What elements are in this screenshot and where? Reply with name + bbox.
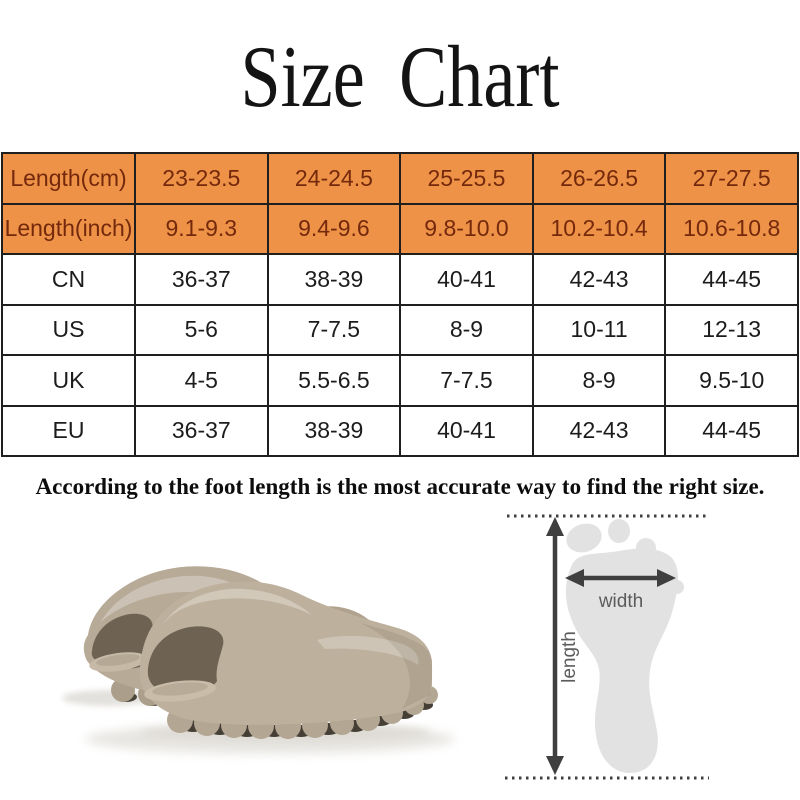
table-row-cn: CN 36-37 38-39 40-41 42-43 44-45 xyxy=(1,253,799,306)
table-row-length-inch: Length(inch) 9.1-9.3 9.4-9.6 9.8-10.0 10… xyxy=(1,202,799,255)
size-cell: 26-26.5 xyxy=(531,152,667,205)
table-row-eu: EU 36-37 38-39 40-41 42-43 44-45 xyxy=(1,404,799,457)
width-arrow xyxy=(565,569,676,587)
size-cell: 8-9 xyxy=(399,303,534,356)
size-cell: 44-45 xyxy=(664,253,799,306)
foot-measurement-diagram: width length xyxy=(505,514,709,780)
size-cell: 9.1-9.3 xyxy=(134,202,269,255)
width-label: width xyxy=(598,591,643,612)
footprint-shape xyxy=(565,519,684,773)
row-header-eu: EU xyxy=(1,404,136,457)
row-header-cn: CN xyxy=(1,253,136,306)
row-header-length-cm: Length(cm) xyxy=(1,152,136,205)
size-cell: 8-9 xyxy=(531,354,667,407)
length-arrow xyxy=(546,517,564,775)
length-label: length xyxy=(559,631,580,683)
row-header-us: US xyxy=(1,303,136,356)
size-cell: 38-39 xyxy=(266,404,402,457)
table-row-uk: UK 4-5 5.5-6.5 7-7.5 8-9 9.5-10 xyxy=(1,354,799,407)
size-cell: 25-25.5 xyxy=(399,152,534,205)
size-cell: 10.6-10.8 xyxy=(664,202,799,255)
size-cell: 42-43 xyxy=(531,404,667,457)
size-cell: 27-27.5 xyxy=(664,152,799,205)
size-cell: 9.5-10 xyxy=(664,354,799,407)
size-cell: 42-43 xyxy=(531,253,667,306)
row-header-length-inch: Length(inch) xyxy=(1,202,136,255)
size-cell: 10-11 xyxy=(531,303,667,356)
size-cell: 36-37 xyxy=(134,253,269,306)
size-cell: 9.8-10.0 xyxy=(399,202,534,255)
size-cell: 38-39 xyxy=(266,253,402,306)
size-cell: 36-37 xyxy=(134,404,269,457)
size-cell: 5.5-6.5 xyxy=(266,354,402,407)
table-row-us: US 5-6 7-7.5 8-9 10-11 12-13 xyxy=(1,303,799,356)
size-cell: 9.4-9.6 xyxy=(266,202,402,255)
size-cell: 7-7.5 xyxy=(399,354,534,407)
table-row-length-cm: Length(cm) 23-23.5 24-24.5 25-25.5 26-26… xyxy=(1,152,799,205)
size-cell: 44-45 xyxy=(664,404,799,457)
page-title: Size Chart xyxy=(240,29,560,126)
size-cell: 40-41 xyxy=(399,404,534,457)
size-cell: 7-7.5 xyxy=(266,303,402,356)
size-table: Length(cm) 23-23.5 24-24.5 25-25.5 26-26… xyxy=(1,152,799,457)
note-text: According to the foot length is the most… xyxy=(35,474,765,499)
size-cell: 5-6 xyxy=(134,303,269,356)
row-header-uk: UK xyxy=(1,354,136,407)
size-cell: 12-13 xyxy=(664,303,799,356)
size-cell: 40-41 xyxy=(399,253,534,306)
size-cell: 4-5 xyxy=(134,354,269,407)
size-cell: 23-23.5 xyxy=(134,152,269,205)
size-cell: 10.2-10.4 xyxy=(531,202,667,255)
size-cell: 24-24.5 xyxy=(266,152,402,205)
slippers-image xyxy=(62,566,455,754)
